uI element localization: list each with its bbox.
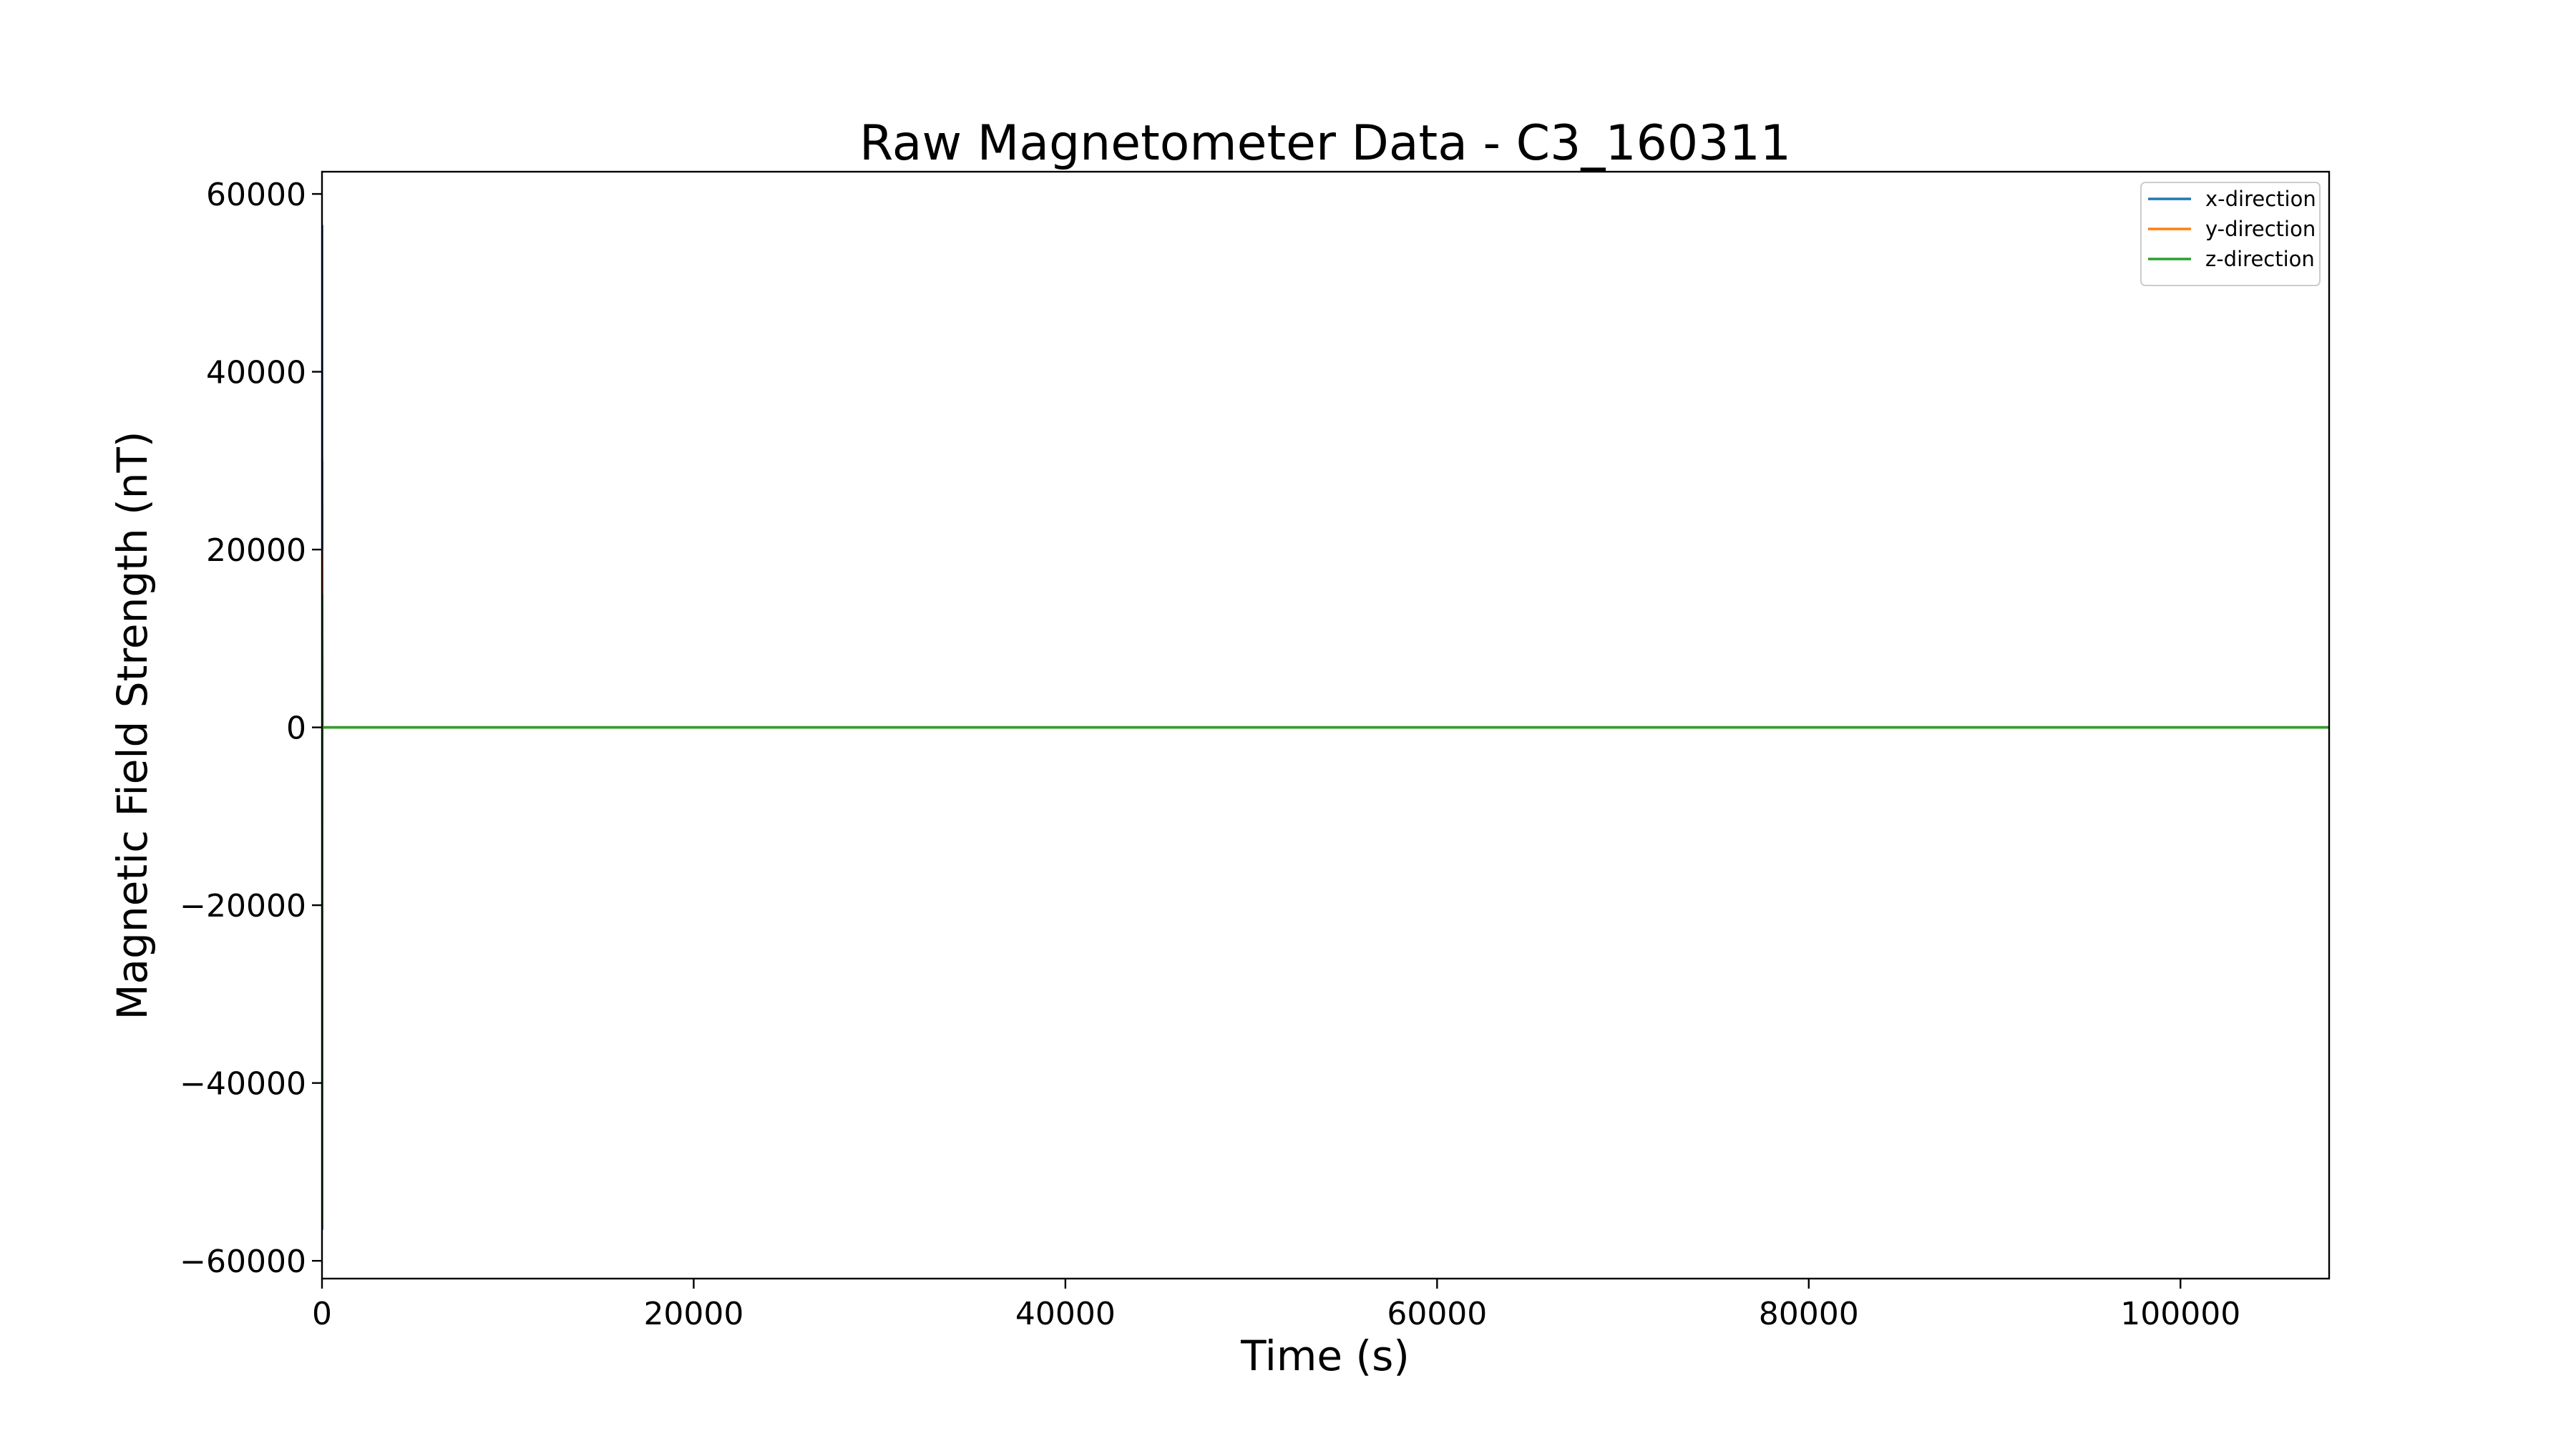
x-axis: 0 20000 40000 60000 80000 100000 bbox=[312, 1279, 2240, 1332]
plot-area bbox=[321, 170, 2331, 1280]
x-tick-label: 100000 bbox=[2120, 1296, 2240, 1332]
x-tick-label: 40000 bbox=[1015, 1296, 1116, 1332]
y-tick-label: −20000 bbox=[180, 888, 306, 924]
y-tick-label: 40000 bbox=[206, 355, 306, 391]
legend-label-1: y-direction bbox=[2205, 217, 2316, 241]
y-tick-label: 0 bbox=[286, 710, 306, 747]
chart-title: Raw Magnetometer Data - C3_160311 bbox=[859, 115, 1791, 172]
y-tick-label: 60000 bbox=[206, 177, 306, 213]
y-tick-label: −40000 bbox=[180, 1066, 306, 1103]
legend-label-0: x-direction bbox=[2205, 187, 2316, 211]
x-tick-label: 60000 bbox=[1387, 1296, 1487, 1332]
y-tick-label: 20000 bbox=[206, 532, 306, 569]
legend: x-direction y-direction z-direction bbox=[2140, 182, 2321, 286]
x-tick-label: 20000 bbox=[643, 1296, 743, 1332]
y-axis: −60000 −40000 −20000 0 20000 40000 60000 bbox=[180, 177, 322, 1280]
y-tick-label: −60000 bbox=[180, 1244, 306, 1280]
y-axis-label: Magnetic Field Strength (nT) bbox=[108, 431, 157, 1020]
x-tick-label: 0 bbox=[312, 1296, 332, 1332]
x-axis-label: Time (s) bbox=[1240, 1332, 1410, 1380]
legend-label-2: z-direction bbox=[2205, 247, 2315, 271]
x-tick-label: 80000 bbox=[1759, 1296, 1859, 1332]
plot-frame bbox=[321, 170, 2331, 1280]
